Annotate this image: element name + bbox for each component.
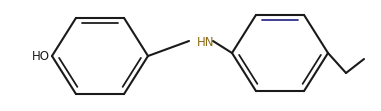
- Text: HO: HO: [32, 50, 50, 62]
- Text: HN: HN: [197, 37, 215, 50]
